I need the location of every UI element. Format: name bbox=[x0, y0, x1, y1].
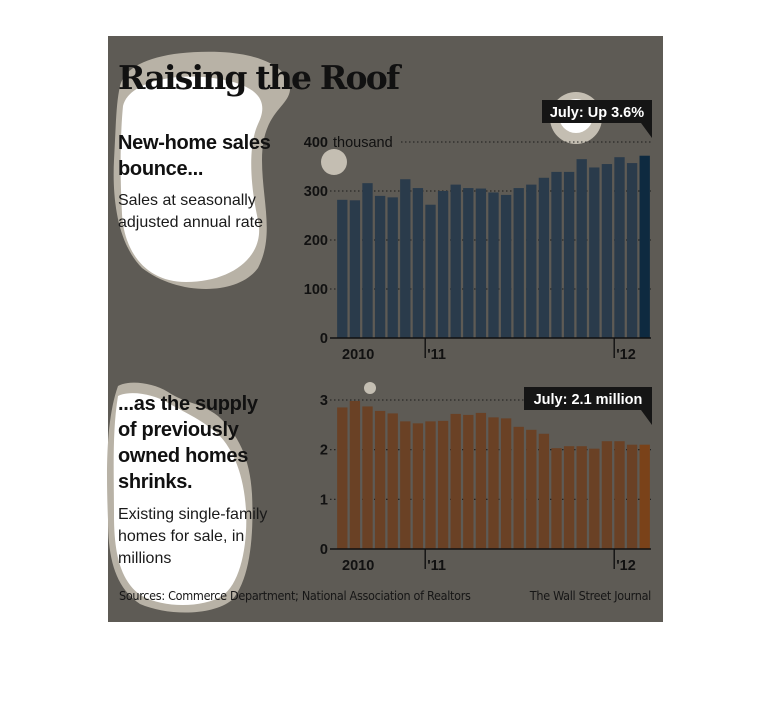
bar bbox=[614, 441, 625, 549]
bar bbox=[450, 413, 461, 549]
section2-heading-line4: shrinks. bbox=[118, 471, 193, 493]
y-tick-label: 300 bbox=[304, 184, 328, 200]
x-tick-label: '11 bbox=[427, 347, 446, 363]
bar bbox=[500, 194, 512, 338]
bar bbox=[639, 444, 650, 549]
section2-sub-line2: homes for sale, in bbox=[118, 528, 245, 545]
bar bbox=[538, 177, 550, 338]
y-tick-label: 2 bbox=[320, 443, 328, 459]
y-tick-label: 200 bbox=[304, 233, 328, 249]
section2-subtitle: Existing single-family homes for sale, i… bbox=[118, 504, 267, 570]
bar bbox=[450, 184, 461, 338]
section1-heading-line2: bounce... bbox=[118, 158, 204, 180]
section2-sub-line3: millions bbox=[118, 550, 172, 567]
bar bbox=[362, 183, 373, 338]
callout-pointer bbox=[641, 123, 652, 138]
x-tick-label: 2010 bbox=[342, 558, 374, 572]
bar bbox=[551, 448, 562, 549]
bar bbox=[551, 171, 562, 338]
section2-heading: ...as the supply of previously owned hom… bbox=[118, 391, 258, 495]
bar bbox=[387, 197, 398, 338]
bar bbox=[563, 446, 575, 549]
y-tick-label: 100 bbox=[304, 282, 328, 298]
section2-heading-line3: owned homes bbox=[118, 445, 249, 467]
bar bbox=[349, 200, 361, 338]
section2-heading-line2: of previously bbox=[118, 419, 239, 441]
section1-heading: New-home sales bounce... bbox=[118, 130, 271, 182]
bar bbox=[374, 195, 386, 338]
sales-chart: 0 100 200 300 400 thousand 2010 '11 '12 July: Up … bbox=[304, 100, 652, 363]
bar bbox=[437, 191, 449, 338]
bar bbox=[601, 441, 613, 549]
callout-box bbox=[524, 387, 652, 410]
y-tick-label: 0 bbox=[320, 331, 328, 347]
blob-small-b bbox=[364, 382, 376, 394]
bar bbox=[387, 413, 398, 549]
bar bbox=[475, 412, 487, 549]
y-tick-label: 0 bbox=[320, 542, 328, 558]
bar bbox=[576, 159, 587, 338]
bar bbox=[500, 418, 512, 549]
bar bbox=[538, 433, 550, 549]
bar bbox=[488, 417, 499, 549]
footer-credit: The Wall Street Journal bbox=[529, 588, 652, 603]
x-tick-label: '12 bbox=[616, 347, 636, 363]
section2-sub-line1: Existing single-family bbox=[118, 506, 268, 523]
callout-label: July: Up 3.6% bbox=[550, 105, 644, 121]
x-tick-label: '12 bbox=[616, 558, 636, 572]
bar bbox=[513, 188, 524, 338]
blob-top-left-inner bbox=[120, 76, 263, 282]
bar bbox=[412, 423, 424, 549]
bar bbox=[400, 421, 411, 549]
blob-left-bottom-inner bbox=[113, 393, 247, 605]
section1-sub-line2: adjusted annual rate bbox=[118, 214, 263, 231]
bar bbox=[576, 446, 587, 549]
y-unit-label: thousand bbox=[333, 135, 393, 151]
bar bbox=[589, 167, 600, 338]
bar bbox=[475, 188, 487, 338]
bar bbox=[400, 179, 411, 338]
bar bbox=[337, 199, 348, 338]
bar bbox=[626, 163, 638, 338]
bar bbox=[488, 192, 499, 338]
bar bbox=[614, 157, 625, 338]
bar bbox=[626, 444, 638, 549]
x-tick-label: '11 bbox=[427, 558, 446, 572]
callout-pointer bbox=[641, 410, 652, 425]
y-tick-label: 1 bbox=[320, 492, 328, 508]
x-tick-label: 2010 bbox=[342, 347, 374, 363]
section2-heading-line1: ...as the supply bbox=[118, 393, 258, 415]
bar bbox=[639, 155, 650, 338]
bar bbox=[337, 407, 348, 549]
bar bbox=[513, 426, 524, 549]
bar bbox=[349, 400, 361, 549]
bar bbox=[526, 184, 537, 338]
footer-sources: Sources: Commerce Department; National A… bbox=[119, 588, 471, 603]
bar bbox=[412, 188, 424, 338]
bar bbox=[463, 188, 474, 338]
section1-heading-line1: New-home sales bbox=[118, 132, 271, 154]
bar bbox=[425, 204, 436, 338]
section1-subtitle: Sales at seasonally adjusted annual rate bbox=[118, 190, 263, 234]
bar bbox=[437, 420, 449, 549]
bar bbox=[463, 414, 474, 549]
chart-title: Raising the Roof bbox=[118, 58, 400, 97]
bar bbox=[563, 171, 575, 338]
bar bbox=[589, 448, 600, 549]
y-tick-label: 3 bbox=[320, 393, 328, 409]
bar bbox=[362, 406, 373, 549]
callout-label: July: 2.1 million bbox=[534, 392, 643, 408]
section1-sub-line1: Sales at seasonally bbox=[118, 192, 256, 209]
callout-box bbox=[542, 100, 652, 123]
bar bbox=[601, 164, 613, 338]
bar bbox=[526, 429, 537, 549]
y-tick-label: 400 bbox=[304, 135, 328, 151]
bar bbox=[374, 410, 386, 549]
bar bbox=[425, 421, 436, 549]
supply-chart: 0 1 2 3 2010 '11 '12 July: 2.1 million bbox=[320, 387, 652, 572]
blob-small-a bbox=[321, 149, 347, 175]
